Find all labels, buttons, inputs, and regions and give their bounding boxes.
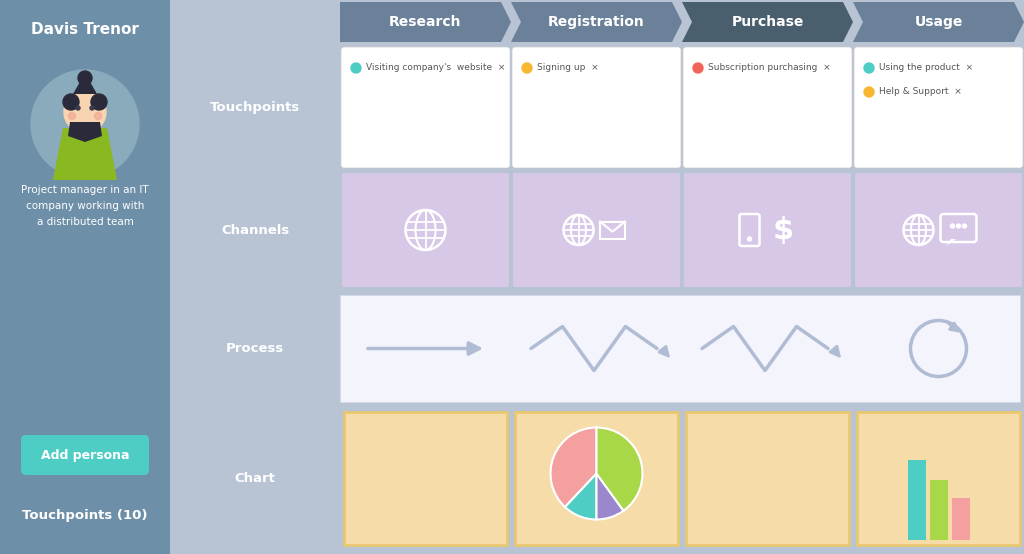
FancyBboxPatch shape — [344, 412, 507, 545]
Text: Research: Research — [389, 15, 462, 29]
Text: Davis Trenor: Davis Trenor — [31, 23, 139, 38]
Circle shape — [748, 237, 752, 241]
Circle shape — [63, 91, 106, 133]
Text: Usage: Usage — [914, 15, 963, 29]
Text: Help & Support  ×: Help & Support × — [879, 88, 962, 96]
Text: Process: Process — [226, 342, 284, 355]
FancyBboxPatch shape — [683, 47, 852, 168]
Circle shape — [91, 94, 106, 110]
Circle shape — [864, 63, 874, 73]
Polygon shape — [511, 2, 682, 42]
Wedge shape — [597, 428, 642, 511]
FancyBboxPatch shape — [857, 412, 1020, 545]
Circle shape — [90, 106, 94, 110]
FancyBboxPatch shape — [512, 47, 681, 168]
Circle shape — [31, 70, 139, 178]
Polygon shape — [53, 128, 117, 180]
Circle shape — [76, 106, 80, 110]
Text: Registration: Registration — [548, 15, 645, 29]
Polygon shape — [946, 239, 956, 246]
Circle shape — [864, 87, 874, 97]
FancyBboxPatch shape — [515, 412, 678, 545]
FancyBboxPatch shape — [342, 173, 509, 287]
Polygon shape — [73, 80, 97, 94]
Circle shape — [78, 71, 92, 85]
Circle shape — [950, 224, 954, 228]
Wedge shape — [565, 474, 597, 520]
Circle shape — [522, 63, 532, 73]
Text: Add persona: Add persona — [41, 449, 129, 461]
FancyBboxPatch shape — [0, 0, 170, 554]
Text: $: $ — [773, 216, 795, 244]
Polygon shape — [68, 122, 102, 142]
FancyBboxPatch shape — [907, 460, 926, 540]
Text: Signing up  ×: Signing up × — [537, 64, 599, 73]
Polygon shape — [682, 2, 853, 42]
FancyBboxPatch shape — [684, 173, 851, 287]
Text: Using the product  ×: Using the product × — [879, 64, 973, 73]
FancyBboxPatch shape — [22, 435, 150, 475]
Wedge shape — [551, 428, 597, 507]
Wedge shape — [597, 474, 624, 520]
Text: Channels: Channels — [221, 223, 289, 237]
Polygon shape — [340, 2, 511, 42]
Circle shape — [963, 224, 967, 228]
Circle shape — [351, 63, 361, 73]
Text: Purchase: Purchase — [731, 15, 804, 29]
Circle shape — [63, 94, 79, 110]
FancyBboxPatch shape — [513, 173, 680, 287]
Circle shape — [693, 63, 703, 73]
Text: Subscription purchasing  ×: Subscription purchasing × — [708, 64, 830, 73]
Text: Visiting company's  website  ×: Visiting company's website × — [366, 64, 506, 73]
Text: Touchpoints (10): Touchpoints (10) — [23, 510, 147, 522]
FancyBboxPatch shape — [341, 47, 510, 168]
Circle shape — [94, 112, 101, 120]
Circle shape — [69, 112, 76, 120]
FancyBboxPatch shape — [951, 498, 970, 540]
Text: Touchpoints: Touchpoints — [210, 101, 300, 114]
FancyBboxPatch shape — [340, 295, 1020, 402]
FancyBboxPatch shape — [854, 47, 1023, 168]
Circle shape — [956, 224, 961, 228]
Bar — [600, 222, 625, 239]
FancyBboxPatch shape — [930, 480, 947, 540]
Text: Chart: Chart — [234, 472, 275, 485]
Text: Project manager in an IT
company working with
a distributed team: Project manager in an IT company working… — [22, 186, 148, 227]
FancyBboxPatch shape — [686, 412, 849, 545]
FancyBboxPatch shape — [855, 173, 1022, 287]
Polygon shape — [853, 2, 1024, 42]
